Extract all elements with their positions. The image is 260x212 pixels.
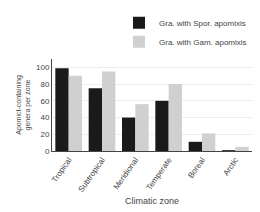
svg-text:Gra. with Gam. apomixis: Gra. with Gam. apomixis bbox=[159, 38, 247, 47]
svg-text:0: 0 bbox=[45, 147, 50, 156]
svg-text:Arctic: Arctic bbox=[221, 156, 240, 178]
svg-text:Gra. with Spor. apomixis: Gra. with Spor. apomixis bbox=[159, 19, 246, 28]
svg-text:Meridional: Meridional bbox=[112, 156, 141, 192]
svg-text:Subtropical: Subtropical bbox=[77, 156, 107, 194]
svg-text:Tropical: Tropical bbox=[50, 156, 74, 184]
svg-text:Climatic zone: Climatic zone bbox=[125, 196, 179, 206]
svg-text:Temperate: Temperate bbox=[145, 155, 174, 192]
svg-text:20: 20 bbox=[40, 130, 49, 139]
svg-text:Boreal: Boreal bbox=[186, 156, 207, 180]
svg-text:60: 60 bbox=[40, 97, 49, 106]
svg-text:80: 80 bbox=[40, 80, 49, 89]
svg-text:40: 40 bbox=[40, 113, 49, 122]
svg-text:Apomict-containinggenera per z: Apomict-containinggenera per zone bbox=[15, 75, 32, 135]
svg-text:100: 100 bbox=[36, 63, 50, 72]
